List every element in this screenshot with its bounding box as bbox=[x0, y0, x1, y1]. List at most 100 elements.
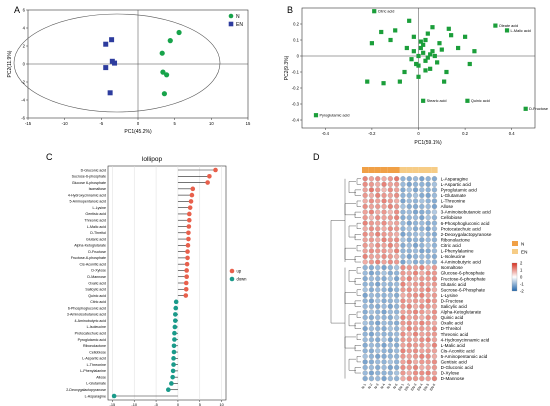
heatmap-cell bbox=[387, 198, 394, 204]
heatmap-cell bbox=[362, 320, 368, 326]
heatmap-cell bbox=[412, 259, 419, 265]
heatmap-cell bbox=[368, 309, 375, 315]
heatmap-cell bbox=[375, 331, 381, 337]
heatmap-cell bbox=[362, 303, 368, 310]
panel-label-c: C bbox=[46, 152, 53, 162]
heatmap-cell bbox=[419, 375, 425, 382]
panel-a-x-label: PC1(45.2%) bbox=[124, 129, 152, 135]
column-label: EN-4 bbox=[416, 383, 423, 392]
colorbar-tick-label: 0 bbox=[520, 275, 523, 280]
dendrogram-branch bbox=[356, 267, 361, 274]
heatmap-cell bbox=[412, 226, 419, 232]
category-label: Pyroglutamic acid bbox=[78, 338, 106, 342]
heatmap-cell bbox=[400, 248, 406, 254]
heatmap-cell bbox=[362, 242, 368, 249]
labeled-loading-point bbox=[421, 98, 426, 103]
loading-point bbox=[379, 29, 384, 35]
heatmap-cell bbox=[431, 242, 438, 249]
heatmap-cell bbox=[425, 314, 431, 321]
legend-label-EN: EN bbox=[236, 22, 243, 28]
heatmap-cell bbox=[406, 348, 412, 354]
heatmap-cell bbox=[381, 242, 387, 249]
heatmap-cell bbox=[393, 231, 400, 237]
category-label: Cellobiose bbox=[89, 350, 106, 354]
heatmap-cell bbox=[400, 353, 406, 360]
heatmap-cell bbox=[425, 226, 431, 232]
colorbar-tick-label: 1 bbox=[520, 268, 523, 273]
group-bar-cell bbox=[399, 167, 407, 173]
heatmap-cell bbox=[412, 181, 419, 187]
panel-c-lollipops: D-Gluconic acid Sucrose-6-phosphate Glucos… bbox=[66, 167, 218, 399]
y-tick-label: 0 bbox=[297, 54, 300, 59]
heatmap-cell bbox=[368, 320, 375, 326]
group-bar-cell bbox=[368, 167, 375, 173]
x-tick-label: -5 bbox=[99, 121, 103, 126]
panel-c-legend: up down bbox=[229, 269, 248, 282]
heatmap-cell bbox=[393, 264, 400, 271]
heatmap-cell bbox=[393, 214, 400, 221]
heatmap-cell bbox=[419, 281, 425, 287]
heatmap-cell bbox=[381, 187, 387, 193]
heatmap-cell bbox=[362, 270, 368, 276]
heatmap-cell bbox=[412, 276, 419, 282]
heatmap-cell bbox=[393, 248, 400, 254]
colorbar bbox=[511, 262, 518, 292]
category-label: Sucrose-6-phosphate bbox=[72, 175, 106, 179]
heatmap-cell bbox=[412, 242, 419, 249]
labeled-loading-point bbox=[493, 23, 498, 28]
heatmap-cell bbox=[368, 226, 375, 232]
loading-point bbox=[472, 49, 477, 54]
heatmap-cell bbox=[375, 220, 381, 226]
heatmap-cell bbox=[362, 203, 368, 210]
panel-b-loadings: -0.4 -0.2 0 0.2 0.4 -0.4 -0.3 -0.2 -0.1 0 0.1 0.2 C… bbox=[284, 7, 548, 146]
heatmap-cell bbox=[406, 370, 412, 376]
heatmap-cell bbox=[412, 309, 419, 315]
heatmap-cell bbox=[412, 325, 419, 332]
category-label: Oxalic acid bbox=[88, 281, 106, 285]
lollipop-dot bbox=[171, 343, 177, 349]
column-label: N-5 bbox=[386, 383, 392, 390]
heatmap-cell bbox=[381, 209, 387, 215]
heatmap-cell bbox=[375, 337, 381, 343]
heatmap-cell bbox=[375, 375, 381, 382]
legend-label-EN: EN bbox=[521, 250, 527, 255]
lollipop-dot bbox=[184, 274, 189, 280]
heatmap-cell bbox=[406, 314, 412, 321]
heatmap-cell bbox=[425, 181, 431, 187]
heatmap-cell bbox=[425, 209, 431, 215]
legend-label-down: down bbox=[237, 277, 248, 282]
heatmap-cell bbox=[375, 176, 381, 182]
heatmap-cell bbox=[400, 220, 406, 226]
heatmap-cell bbox=[425, 364, 431, 371]
heatmap-cell bbox=[387, 281, 394, 287]
column-label: N-6 bbox=[392, 383, 398, 390]
heatmap-cell bbox=[419, 348, 425, 354]
heatmap-cell bbox=[393, 176, 400, 182]
heatmap-cell bbox=[406, 237, 412, 243]
row-label: 6-Phosphogluconic acid bbox=[441, 221, 490, 226]
heatmap-cell bbox=[362, 248, 368, 254]
x-tick-label: -15 bbox=[110, 402, 116, 406]
row-label: 4-Hydroxycinnamic acid bbox=[441, 337, 490, 342]
heatmap-cell bbox=[362, 337, 368, 343]
heatmap-cell bbox=[368, 364, 375, 371]
heatmap-cell bbox=[431, 320, 438, 326]
column-label: EN-5 bbox=[423, 383, 430, 392]
heatmap-cell bbox=[425, 242, 431, 249]
y-tick-label: -0.4 bbox=[292, 118, 300, 123]
loading-point bbox=[430, 25, 435, 30]
loading-point bbox=[430, 49, 435, 54]
heatmap-cell bbox=[362, 237, 368, 243]
panel-label-a: A bbox=[14, 5, 20, 15]
heatmap-cell bbox=[381, 298, 387, 304]
row-label: Threonic acid bbox=[441, 332, 469, 337]
heatmap-cell bbox=[431, 348, 438, 354]
heatmap-cell bbox=[400, 264, 406, 271]
row-label: L-Aspartic acid bbox=[441, 182, 472, 187]
heatmap-cell bbox=[406, 264, 412, 271]
heatmap-cell bbox=[362, 325, 368, 332]
labeled-loading-point bbox=[523, 106, 528, 111]
heatmap-cell bbox=[406, 242, 412, 249]
column-label: N-1 bbox=[361, 383, 367, 390]
